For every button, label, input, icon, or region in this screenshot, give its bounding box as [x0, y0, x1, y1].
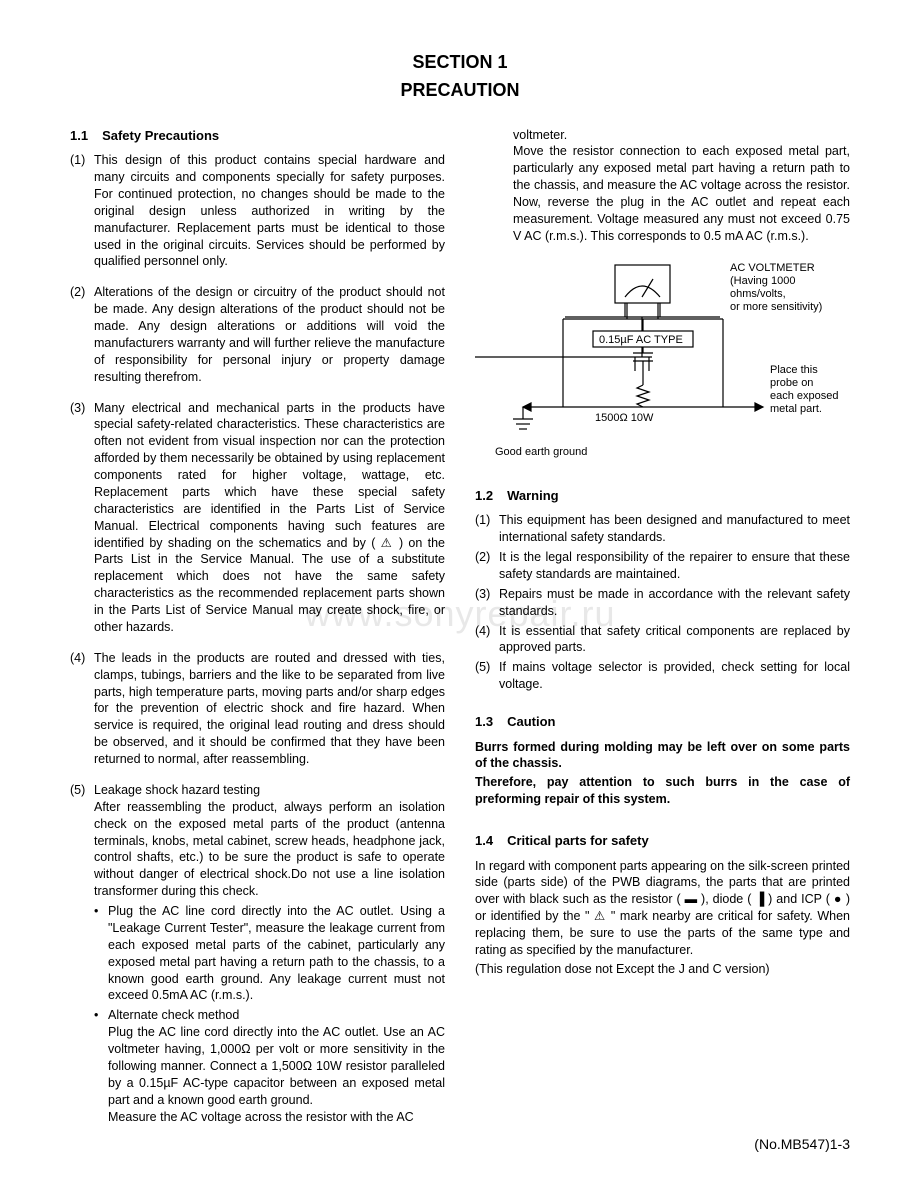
svg-text:1500Ω 10W: 1500Ω 10W	[595, 412, 654, 424]
sub-body: Plug the AC line cord directly into the …	[108, 903, 445, 1004]
item-marker: (5)	[70, 782, 94, 1126]
list-item: (4) It is essential that safety critical…	[475, 623, 850, 657]
heading-1-1: 1.1 Safety Precautions	[70, 127, 445, 145]
critical-parts-1: In regard with component parts appearing…	[475, 858, 850, 959]
col2-top: voltmeter.	[513, 127, 850, 144]
p5-body: After reassembling the product, always p…	[94, 799, 445, 900]
voltmeter-label: AC VOLTMETER	[730, 262, 815, 274]
list-item: (3) Many electrical and mechanical parts…	[70, 400, 445, 636]
heading-1-2: 1.2 Warning	[475, 487, 850, 505]
svg-text:(Having 1000: (Having 1000	[730, 275, 795, 287]
svg-text:metal part.: metal part.	[770, 403, 822, 415]
heading-text: Caution	[507, 714, 555, 729]
p5b2b: Measure the AC voltage across the resist…	[108, 1109, 445, 1126]
caution-1: Burrs formed during molding may be left …	[475, 739, 850, 773]
item-marker: (1)	[70, 152, 94, 270]
item-body: Leakage shock hazard testing After reass…	[94, 782, 445, 1126]
heading-text: Warning	[507, 488, 559, 503]
p5b2-body: Plug the AC line cord directly into the …	[108, 1024, 445, 1108]
sub-body: Alternate check method Plug the AC line …	[108, 1007, 445, 1125]
p5-lead: Leakage shock hazard testing	[94, 782, 445, 799]
page-footer: (No.MB547)1-3	[70, 1135, 850, 1154]
svg-text:probe on: probe on	[770, 377, 813, 389]
item-marker: (3)	[70, 400, 94, 636]
heading-num: 1.1	[70, 127, 88, 145]
section-title-2: PRECAUTION	[70, 78, 850, 102]
item-marker: (2)	[70, 284, 94, 385]
list-item: (3) Repairs must be made in accordance w…	[475, 586, 850, 620]
list-item: (5) If mains voltage selector is provide…	[475, 659, 850, 693]
item-marker: (5)	[475, 659, 499, 693]
item-marker: (4)	[70, 650, 94, 768]
svg-text:ohms/volts,: ohms/volts,	[730, 288, 786, 300]
col2-top2: Move the resistor connection to each exp…	[513, 143, 850, 244]
sub-item: • Plug the AC line cord directly into th…	[94, 903, 445, 1004]
heading-1-4: 1.4 Critical parts for safety	[475, 832, 850, 850]
section-title-1: SECTION 1	[70, 50, 850, 74]
svg-text:each exposed: each exposed	[770, 390, 839, 402]
critical-parts-2: (This regulation dose not Except the J a…	[475, 961, 850, 978]
item-marker: (3)	[475, 586, 499, 620]
list-item: (2) It is the legal responsibility of th…	[475, 549, 850, 583]
item-body: Repairs must be made in accordance with …	[499, 586, 850, 620]
bullet: •	[94, 903, 108, 1004]
circuit-diagram: AC VOLTMETER (Having 1000 ohms/volts, or…	[475, 257, 850, 467]
heading-text: Critical parts for safety	[507, 833, 649, 848]
item-body: This equipment has been designed and man…	[499, 512, 850, 546]
p5b2-lead: Alternate check method	[108, 1007, 445, 1024]
item-marker: (4)	[475, 623, 499, 657]
list-item: (1) This design of this product contains…	[70, 152, 445, 270]
svg-text:or more sensitivity): or more sensitivity)	[730, 301, 822, 313]
bullet: •	[94, 1007, 108, 1125]
item-marker: (2)	[475, 549, 499, 583]
item-body: The leads in the products are routed and…	[94, 650, 445, 768]
item-body: This design of this product contains spe…	[94, 152, 445, 270]
list-item: (5) Leakage shock hazard testing After r…	[70, 782, 445, 1126]
list-item: (4) The leads in the products are routed…	[70, 650, 445, 768]
right-column: voltmeter. Move the resistor connection …	[475, 127, 850, 1126]
heading-text: Safety Precautions	[102, 128, 219, 143]
item-marker: (1)	[475, 512, 499, 546]
item-body: It is essential that safety critical com…	[499, 623, 850, 657]
svg-text:Good earth ground: Good earth ground	[495, 446, 587, 458]
heading-num: 1.4	[475, 832, 493, 850]
two-column-layout: 1.1 Safety Precautions (1) This design of…	[70, 127, 850, 1126]
item-body: If mains voltage selector is provided, c…	[499, 659, 850, 693]
list-item: (1) This equipment has been designed and…	[475, 512, 850, 546]
heading-num: 1.2	[475, 487, 493, 505]
sub-item: • Alternate check method Plug the AC lin…	[94, 1007, 445, 1125]
svg-text:0.15µF AC TYPE: 0.15µF AC TYPE	[599, 334, 683, 346]
heading-1-3: 1.3 Caution	[475, 713, 850, 731]
item-body: Many electrical and mechanical parts in …	[94, 400, 445, 636]
caution-2: Therefore, pay attention to such burrs i…	[475, 774, 850, 808]
svg-text:Place this: Place this	[770, 364, 818, 376]
item-body: Alterations of the design or circuitry o…	[94, 284, 445, 385]
item-body: It is the legal responsibility of the re…	[499, 549, 850, 583]
left-column: 1.1 Safety Precautions (1) This design of…	[70, 127, 445, 1126]
list-item: (2) Alterations of the design or circuit…	[70, 284, 445, 385]
heading-num: 1.3	[475, 713, 493, 731]
